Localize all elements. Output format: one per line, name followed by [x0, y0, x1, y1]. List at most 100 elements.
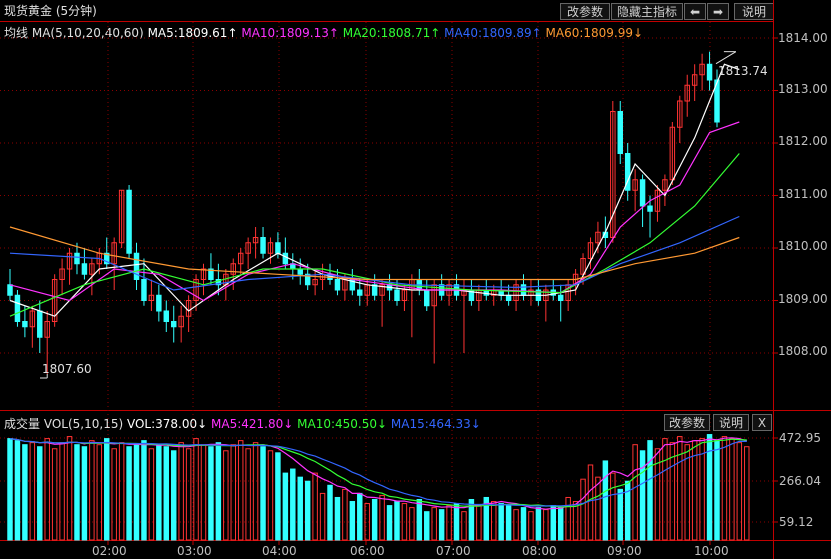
- volume-bar-down: [394, 501, 400, 541]
- time-tick: 06:00: [350, 544, 385, 558]
- candle-body-down: [602, 231, 609, 238]
- ma60-label: MA60:1809.99: [545, 26, 634, 40]
- volume-help-button[interactable]: 说明: [713, 414, 749, 431]
- vol-ma15-arrow: ↓: [470, 417, 481, 431]
- volume-close-button[interactable]: X: [752, 414, 772, 431]
- candle-body-down: [7, 284, 13, 296]
- vol-arrow: ↓: [197, 417, 208, 431]
- candle-body-up: [96, 252, 103, 265]
- candle-body-down: [639, 179, 646, 207]
- time-tick: 03:00: [177, 544, 212, 558]
- volume-bar-up: [59, 442, 65, 541]
- candle-body-up: [401, 289, 408, 301]
- candle-body-up: [44, 321, 50, 338]
- candle-body-up: [491, 289, 497, 296]
- volume-bar-up: [699, 438, 705, 541]
- hide-indicator-button[interactable]: 隐藏主指标: [611, 3, 683, 20]
- vol-ma5-label: MA5:421.80: [211, 417, 284, 431]
- candle-body-down: [714, 79, 720, 123]
- ma20-arrow: ↑: [430, 26, 441, 40]
- next-arrow-button[interactable]: ➡: [707, 3, 729, 20]
- volume-bar-up: [654, 448, 661, 541]
- candle-body-up: [66, 252, 73, 270]
- volume-bar-up: [319, 492, 326, 541]
- volume-bar-up: [744, 446, 750, 541]
- ma20-label: MA20:1808.71: [342, 26, 431, 40]
- time-tick: 02:00: [92, 544, 127, 558]
- candle-body-down: [550, 289, 557, 296]
- volume-legend-name: 成交量: [4, 417, 41, 431]
- candle-body-up: [111, 242, 117, 265]
- candle-body-down: [74, 252, 80, 265]
- volume-param-button[interactable]: 改参数: [664, 414, 710, 431]
- candle-body-down: [141, 279, 147, 301]
- vol-ma10-line: [9, 438, 747, 508]
- candle-body-up: [580, 258, 586, 275]
- candle-body-up: [662, 179, 668, 191]
- volume-bar-up: [237, 440, 244, 541]
- time-tick: 04:00: [262, 544, 297, 558]
- ma-legend-name: 均线: [4, 26, 29, 40]
- volume-bar-down: [14, 440, 21, 541]
- time-tick: 08:00: [522, 544, 557, 558]
- volume-tick: 472.95: [779, 431, 821, 445]
- ma-legend-spec: MA(5,10,20,40,60): [31, 26, 144, 40]
- volume-bar-up: [572, 501, 579, 541]
- ma-legend: 均线 MA(5,10,20,40,60) MA5:1809.61↑ MA10:1…: [4, 24, 643, 41]
- time-tick: 10:00: [694, 544, 729, 558]
- volume-bar-down: [349, 501, 356, 541]
- candle-body-up: [446, 284, 452, 296]
- candle-body-down: [275, 242, 281, 254]
- candle-body-down: [215, 279, 222, 286]
- param-button[interactable]: 改参数: [560, 3, 610, 20]
- candle-body-up: [587, 242, 594, 259]
- candle-body-up: [319, 273, 326, 280]
- volume-tick: 59.12: [779, 515, 814, 529]
- candle-body-up: [89, 263, 95, 275]
- time-tick: 09:00: [607, 544, 642, 558]
- candle-body-up: [59, 268, 65, 280]
- volume-bar-down: [468, 498, 475, 541]
- ma20-line: [9, 153, 740, 317]
- volume-bar-down: [505, 505, 512, 541]
- candle-body-down: [297, 268, 303, 275]
- volume-bar-up: [610, 472, 616, 541]
- volume-bar-down: [371, 498, 378, 541]
- candle-body-up: [193, 279, 199, 301]
- candle-body-up: [379, 284, 385, 296]
- prev-arrow-button[interactable]: ⬅: [684, 3, 706, 20]
- candle-body-down: [357, 289, 363, 296]
- volume-bar-up: [252, 442, 259, 541]
- volume-bar-down: [81, 446, 88, 541]
- volume-bar-down: [535, 507, 542, 541]
- volume-bar-up: [409, 507, 415, 541]
- vol-ma15-label: MA15:464.33: [390, 417, 471, 431]
- candle-body-down: [170, 321, 177, 328]
- volume-bar-down: [483, 496, 490, 541]
- volume-bar-down: [706, 434, 713, 541]
- volume-bar-down: [617, 488, 623, 541]
- ma10-line: [9, 121, 740, 302]
- volume-bar-down: [520, 507, 527, 541]
- volume-bar-up: [446, 505, 452, 541]
- volume-bar-down: [334, 496, 341, 541]
- volume-bar-up: [587, 464, 594, 541]
- volume-bar-down: [550, 505, 557, 541]
- volume-bar-down: [260, 446, 266, 541]
- ma60-arrow: ↓: [633, 26, 644, 40]
- candle-body-up: [252, 237, 259, 244]
- candle-body-up: [409, 279, 415, 291]
- ma10-arrow: ↑: [328, 26, 339, 40]
- candle-body-down: [290, 263, 296, 270]
- help-button[interactable]: 说明: [734, 3, 774, 20]
- volume-bar-up: [245, 448, 251, 541]
- high-price-annotation: 1813.74: [718, 64, 768, 78]
- candle-body-down: [282, 252, 289, 265]
- candle-body-down: [535, 289, 542, 301]
- candle-body-up: [677, 100, 683, 128]
- candle-body-up: [200, 268, 207, 280]
- vol-ma5-line: [9, 437, 747, 510]
- volume-bar-up: [595, 476, 601, 541]
- candle-body-up: [51, 279, 58, 322]
